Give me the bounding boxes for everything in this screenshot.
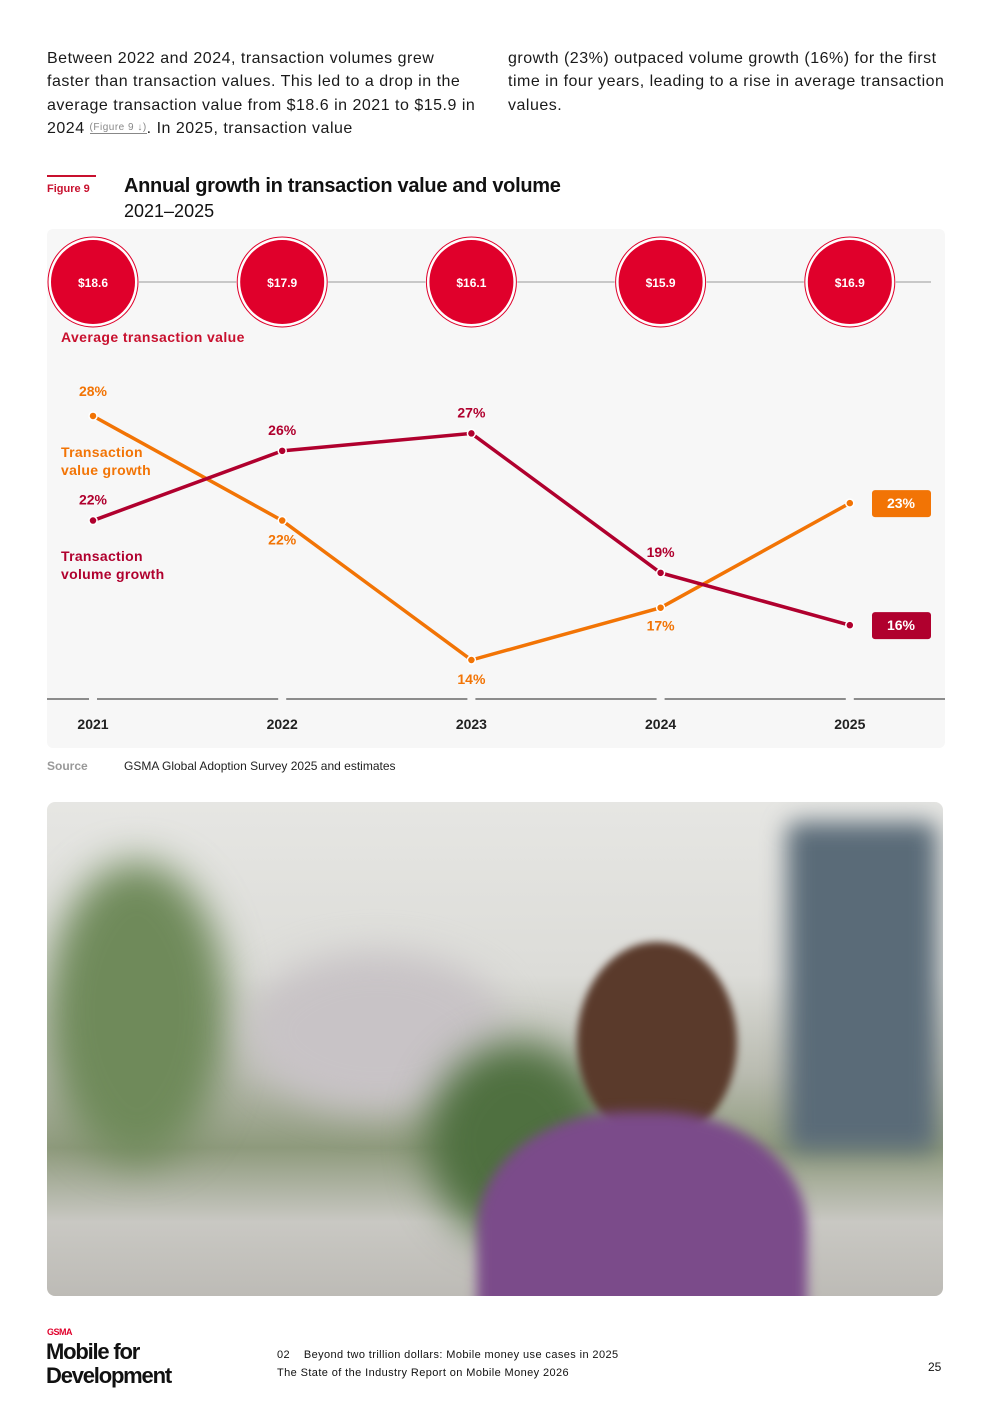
figure-rule xyxy=(47,175,96,177)
data-label: 19% xyxy=(647,544,676,560)
series-label: Transaction xyxy=(61,548,143,564)
mobile-for-development-logo: Mobile for Development xyxy=(46,1339,172,1388)
photo-woman-on-phone xyxy=(47,802,943,1296)
avg-value-circle-ring xyxy=(615,236,707,328)
body-paragraph-right: growth (23%) outpaced volume growth (16%… xyxy=(508,50,945,114)
avg-value-circle-ring xyxy=(804,236,896,328)
x-tick-label: 2024 xyxy=(645,716,676,732)
data-point xyxy=(88,411,98,421)
source-label: Source xyxy=(47,759,88,773)
data-point xyxy=(845,620,855,630)
gsma-logo: GSMA xyxy=(47,1327,73,1337)
figure-link[interactable]: (Figure 9 ↓) xyxy=(89,121,147,134)
avg-value-label: $16.1 xyxy=(456,276,486,290)
line-chart: $18.6 $17.9 $16.1 $15.9 $16.9 Average transac… xyxy=(47,229,945,748)
avg-value-label: $18.6 xyxy=(78,276,108,290)
data-label: 14% xyxy=(457,671,486,687)
data-point xyxy=(88,515,98,526)
avg-value-circle-ring xyxy=(236,236,328,328)
logo-line: Development xyxy=(46,1363,172,1388)
end-label-badge xyxy=(872,612,931,640)
chart-svg: $18.6 $17.9 $16.1 $15.9 $16.9 Average transac… xyxy=(47,236,945,732)
series-line-0 xyxy=(92,414,851,662)
figure-title: Annual growth in transaction value and v… xyxy=(124,175,561,197)
data-point xyxy=(466,655,477,665)
data-label: 27% xyxy=(457,404,486,420)
avg-value-circle-ring xyxy=(425,236,517,328)
data-label: 26% xyxy=(268,422,297,438)
series-label: Transaction xyxy=(61,444,143,460)
x-tick-label: 2022 xyxy=(267,716,298,732)
end-label: 23% xyxy=(887,495,916,511)
data-label: 17% xyxy=(647,618,676,634)
avg-value-circle xyxy=(427,238,516,326)
figure-subtitle: 2021–2025 xyxy=(124,201,215,221)
series-line-1 xyxy=(92,431,851,627)
data-point xyxy=(277,446,287,456)
avg-value-circle xyxy=(616,238,705,326)
x-tick-label: 2025 xyxy=(834,716,865,732)
body-paragraph-left: Between 2022 and 2024, transaction volum… xyxy=(47,47,477,140)
text: Between 2022 and 2024, transaction volum… xyxy=(47,50,476,137)
figure-label: Figure 9 xyxy=(47,183,90,195)
data-point xyxy=(655,568,666,578)
end-label-badge xyxy=(872,490,931,518)
data-point xyxy=(277,515,287,526)
series-label: volume growth xyxy=(61,566,164,582)
x-tick-label: 2021 xyxy=(77,716,108,732)
end-label: 16% xyxy=(887,617,916,633)
avg-value-circle-ring xyxy=(47,236,139,328)
avg-value-label: $15.9 xyxy=(646,276,676,290)
x-tick-label: 2023 xyxy=(456,716,487,732)
data-label: 28% xyxy=(79,383,108,399)
logo-line: Mobile for xyxy=(46,1339,140,1364)
avg-value-circle xyxy=(805,238,894,326)
data-point xyxy=(655,602,666,613)
footer-report-title: The State of the Industry Report on Mobi… xyxy=(277,1367,570,1379)
page-number: 25 xyxy=(928,1360,942,1374)
avg-value-label: $16.9 xyxy=(835,276,865,290)
avg-value-title: Average transaction value xyxy=(61,329,245,345)
avg-value-circle xyxy=(238,238,327,326)
data-point xyxy=(466,428,477,439)
data-label: 22% xyxy=(79,492,108,508)
avg-value-circle xyxy=(49,238,137,326)
data-point xyxy=(845,498,855,508)
data-label: 22% xyxy=(268,532,297,548)
source-text: GSMA Global Adoption Survey 2025 and est… xyxy=(124,759,396,773)
text: . In 2025, transaction value xyxy=(146,119,353,137)
avg-value-label: $17.9 xyxy=(267,276,297,290)
footer-chapter: 02 Beyond two trillion dollars: Mobile m… xyxy=(277,1349,619,1361)
series-label: value growth xyxy=(61,462,151,478)
